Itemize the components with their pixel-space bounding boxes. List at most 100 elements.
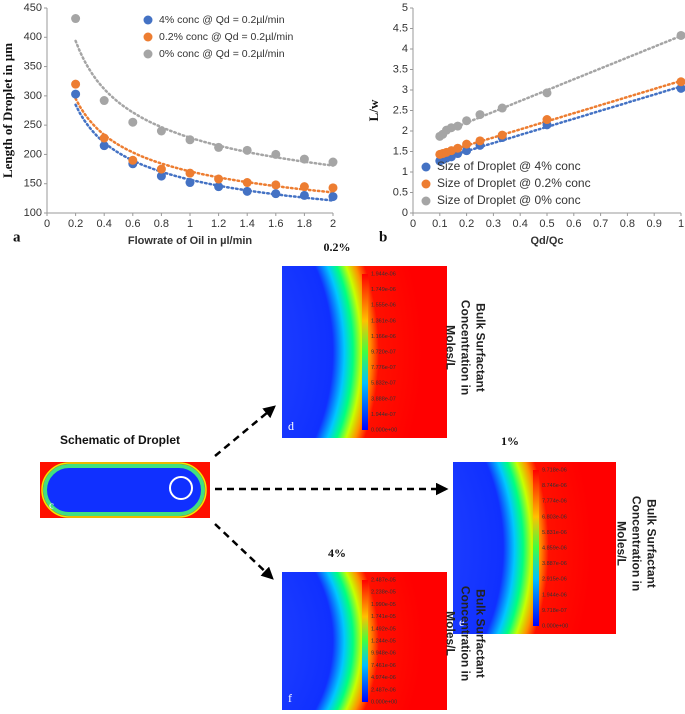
colorbar (362, 274, 368, 430)
y-tick-label: 5 (402, 2, 408, 14)
y-tick-label: 3.5 (393, 63, 408, 75)
data-point (214, 142, 224, 152)
data-point (299, 190, 309, 200)
schematic-title: Schematic of Droplet (60, 433, 180, 447)
colorbar-label: 1.944e-06 (542, 592, 567, 598)
trend-line (438, 34, 683, 135)
panel-title: 4% (328, 546, 346, 560)
x-tick-label: 0.4 (513, 218, 528, 230)
data-point (271, 180, 281, 190)
legend-marker (143, 49, 153, 59)
colorbar-label: 3.887e-06 (542, 561, 567, 567)
data-point (156, 164, 166, 174)
colorbar-label: 4.974e-06 (371, 675, 396, 681)
panel-label: d (288, 419, 294, 433)
data-point (475, 110, 485, 120)
data-point (156, 171, 166, 181)
y-tick-label: 150 (24, 178, 42, 190)
colorbar-label: 8.746e-06 (542, 483, 567, 489)
colorbar-label: 1.944e-07 (371, 412, 396, 418)
data-point (328, 157, 338, 167)
y-tick-label: 400 (24, 31, 42, 43)
colorbar-label: 6.803e-06 (542, 514, 567, 520)
colorbar-label: 0.000e+00 (542, 623, 568, 629)
colorbar-label: 5.832e-07 (371, 381, 396, 387)
colorbar-label: 2.238e-05 (371, 590, 396, 596)
x-tick-label: 0.6 (125, 218, 140, 230)
x-tick-label: 0.9 (647, 218, 662, 230)
droplet (43, 464, 205, 516)
legend-marker (421, 162, 431, 172)
y-tick-label: 4.5 (393, 22, 408, 34)
x-tick-label: 0.8 (154, 218, 169, 230)
x-tick-label: 0.7 (593, 218, 608, 230)
y-tick-label: 1.5 (393, 145, 408, 157)
y-tick-label: 1 (402, 166, 408, 178)
legend-label: 0.2% conc @ Qd = 0.2µl/min (159, 31, 293, 43)
legend-marker (143, 15, 153, 25)
colorbar-label: 9.948e-06 (371, 651, 396, 657)
colorbar (362, 580, 368, 702)
x-axis-title: Qd/Qc (530, 235, 563, 247)
trend-line (438, 85, 683, 161)
data-point (242, 178, 252, 188)
side-label: Bulk Surfactant Concentration in Moles/L (443, 585, 488, 682)
data-point (328, 192, 338, 202)
colorbar-label: 7.776e-07 (371, 365, 396, 371)
y-tick-label: 2 (402, 125, 408, 137)
y-tick-label: 100 (24, 207, 42, 219)
panel-label: f (288, 691, 292, 705)
data-point (676, 30, 685, 40)
data-point (99, 133, 109, 143)
data-point (271, 149, 281, 159)
data-point (214, 174, 224, 184)
zoom-circle (169, 476, 193, 500)
colorbar-label: 1.990e-05 (371, 602, 396, 608)
colorbar-label: 9.718e-07 (542, 608, 567, 614)
data-point (242, 145, 252, 155)
x-tick-label: 0.5 (539, 218, 554, 230)
trend-line (74, 103, 335, 202)
data-point (71, 79, 81, 89)
panel-title: 0.2% (324, 240, 351, 254)
x-tick-label: 2 (330, 218, 336, 230)
x-tick-label: 0.1 (432, 218, 447, 230)
panel-label: e (459, 615, 464, 629)
data-point (299, 154, 309, 164)
data-point (462, 139, 472, 149)
data-point (156, 126, 166, 136)
legend-marker (421, 179, 431, 189)
colorbar-label: 7.774e-06 (542, 499, 567, 505)
data-point (128, 155, 138, 165)
panel-label: c (49, 500, 54, 512)
data-point (185, 178, 195, 188)
x-tick-label: 0.2 (459, 218, 474, 230)
x-tick-label: 1.6 (268, 218, 283, 230)
data-point (676, 83, 685, 93)
colorbar-label: 2.487e-05 (371, 577, 396, 583)
data-point (453, 143, 463, 153)
x-tick-label: 1.8 (297, 218, 312, 230)
colorbar (533, 470, 539, 626)
y-axis-title: Length of Droplet in µm (0, 43, 15, 178)
x-tick-label: 1.4 (240, 218, 255, 230)
y-tick-label: 4 (402, 43, 408, 55)
colorbar-label: 7.461e-06 (371, 663, 396, 669)
y-tick-label: 350 (24, 60, 42, 72)
y-tick-label: 3 (402, 84, 408, 96)
colorbar-label: 1.492e-05 (371, 626, 396, 632)
data-point (453, 121, 463, 131)
colorbar-label: 0.000e+00 (371, 699, 397, 705)
y-tick-label: 250 (24, 119, 42, 131)
data-point (328, 183, 338, 193)
data-point (128, 117, 138, 127)
legend-label: Size of Droplet @ 0% conc (437, 193, 581, 207)
panel-label: b (379, 229, 387, 245)
y-tick-label: 2.5 (393, 104, 408, 116)
x-tick-label: 0.4 (97, 218, 112, 230)
legend-label: Size of Droplet @ 0.2% conc (437, 176, 591, 190)
x-tick-label: 0.8 (620, 218, 635, 230)
data-point (462, 146, 472, 156)
x-axis-title: Flowrate of Oil in µl/min (128, 235, 253, 247)
colorbar-label: 9.718e-06 (542, 467, 567, 473)
